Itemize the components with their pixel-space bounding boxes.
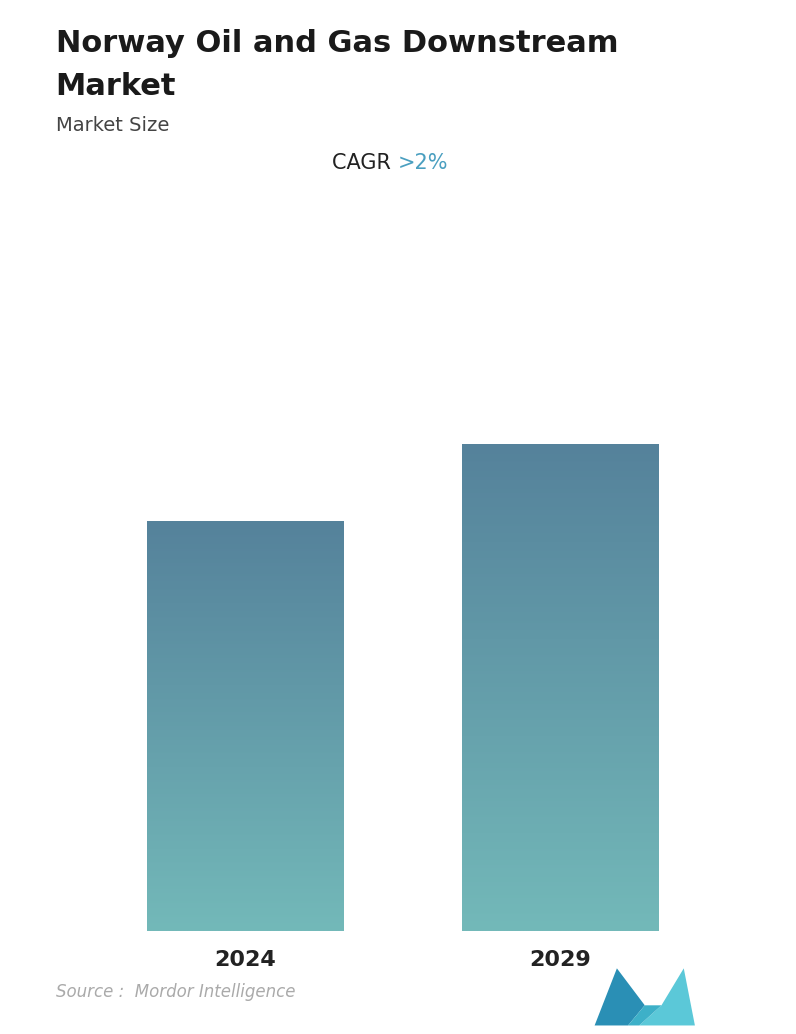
Text: Market: Market [56,72,176,101]
Text: Norway Oil and Gas Downstream: Norway Oil and Gas Downstream [56,29,618,58]
Text: >2%: >2% [398,153,448,173]
Polygon shape [639,968,695,1026]
Polygon shape [628,1005,661,1026]
Text: Market Size: Market Size [56,116,169,134]
Text: CAGR: CAGR [333,153,398,173]
Text: Source :  Mordor Intelligence: Source : Mordor Intelligence [56,983,295,1001]
Polygon shape [595,968,645,1026]
